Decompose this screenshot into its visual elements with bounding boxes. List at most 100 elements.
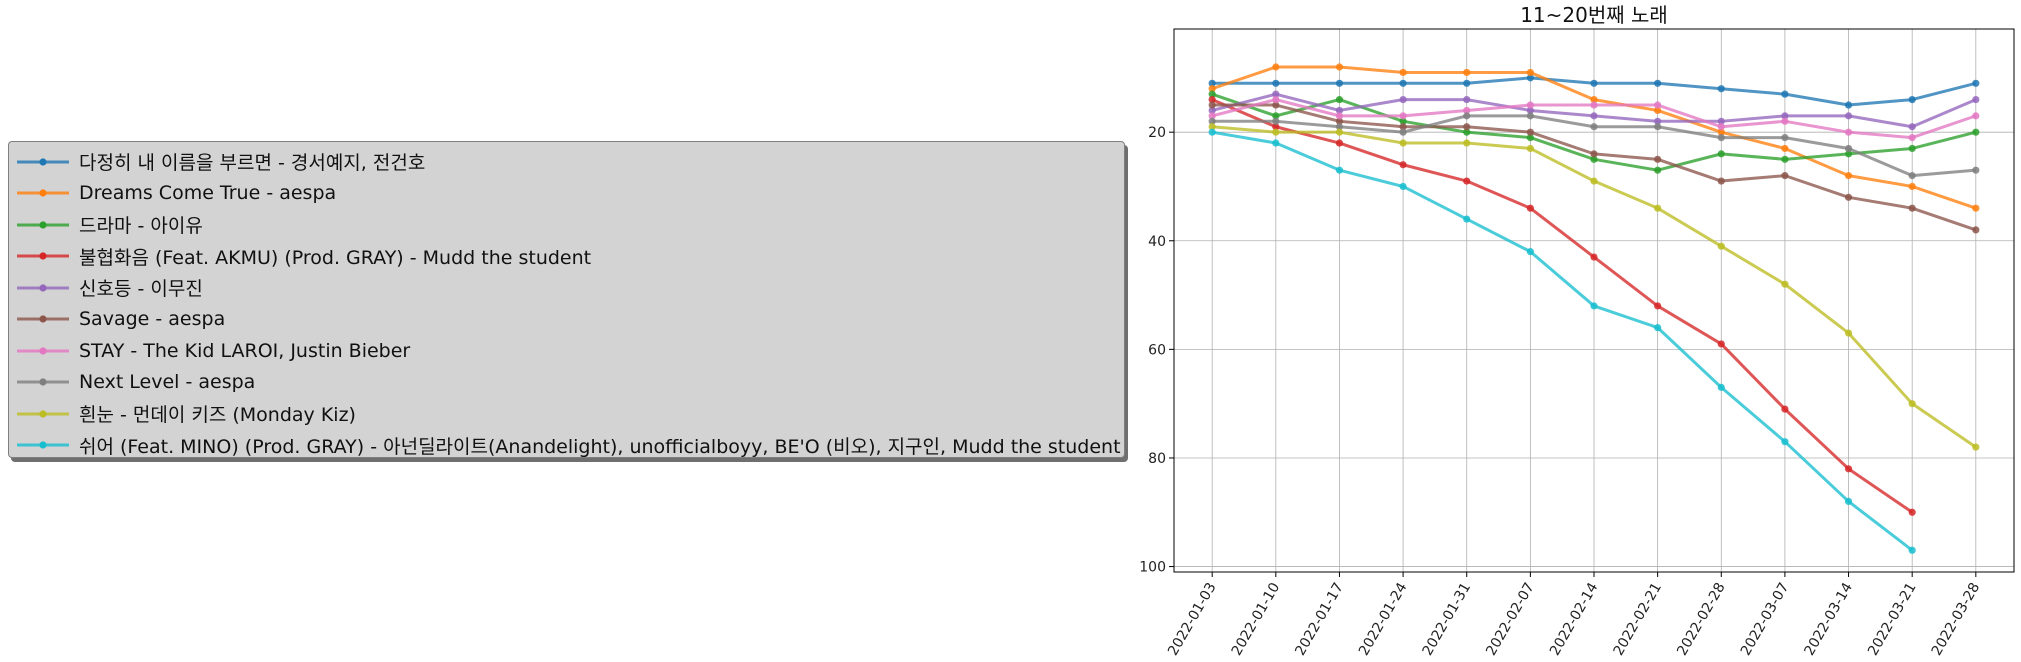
legend-label: Dreams Come True - aespa (79, 182, 337, 205)
x-tick-label: 2022-02-07 (1483, 580, 1538, 658)
series-4 (1208, 95, 1916, 516)
y-tick-label: 40 (1148, 234, 1166, 250)
data-point (1335, 63, 1344, 71)
legend-swatch (17, 378, 69, 386)
data-point (1844, 150, 1853, 158)
data-point (1399, 68, 1407, 77)
data-point (1463, 106, 1471, 115)
data-point (1781, 405, 1789, 413)
data-point (1335, 112, 1344, 120)
data-point (1781, 134, 1789, 142)
data-point (1717, 150, 1725, 158)
data-point (1844, 144, 1853, 153)
data-point (1590, 101, 1598, 109)
data-point (1590, 155, 1598, 163)
data-point (1844, 101, 1853, 109)
data-point (1399, 139, 1407, 147)
data-point (1717, 123, 1725, 131)
legend-item: 신호등 - 이무진 (9, 272, 1124, 304)
legend-item: 불협화음 (Feat. AKMU) (Prod. GRAY) - Mudd th… (9, 241, 1124, 273)
legend-swatch (17, 189, 69, 197)
data-point (1717, 383, 1725, 391)
x-tick-label: 2022-01-10 (1229, 580, 1284, 658)
data-point (1972, 128, 1980, 136)
data-point (1208, 79, 1216, 87)
data-point (1844, 465, 1853, 473)
legend-label: 흰눈 - 먼데이 키즈 (Monday Kiz) (79, 404, 356, 427)
data-point (1908, 204, 1916, 212)
data-point (1972, 226, 1980, 234)
data-point (1526, 101, 1534, 109)
x-tick-label: 2022-01-31 (1420, 580, 1475, 658)
legend-swatch (17, 315, 69, 323)
data-point (1781, 172, 1789, 180)
legend-item: Next Level - aespa (9, 367, 1124, 399)
legend-swatch (17, 441, 69, 449)
data-point (1717, 177, 1725, 185)
data-point (1654, 106, 1662, 115)
legend-label: 쉬어 (Feat. MINO) (Prod. GRAY) - 아넌딜라이트(An… (79, 435, 1121, 458)
data-point (1972, 112, 1980, 120)
data-point (1335, 117, 1344, 125)
data-point (1972, 166, 1980, 174)
data-point (1399, 79, 1407, 87)
data-point (1972, 79, 1980, 87)
data-point (1844, 112, 1853, 120)
series-line (1211, 98, 1914, 514)
data-point (1908, 144, 1916, 153)
data-point (1844, 329, 1853, 337)
data-point (1590, 95, 1598, 104)
data-point (1908, 400, 1916, 408)
series-10 (1208, 128, 1916, 554)
series-8 (1208, 112, 1980, 180)
data-point (1844, 193, 1853, 201)
data-point (1272, 79, 1280, 87)
legend-label: Next Level - aespa (79, 371, 256, 394)
series-5 (1208, 90, 1980, 131)
data-point (1526, 128, 1534, 136)
data-point (1590, 177, 1598, 185)
data-point (1590, 253, 1598, 261)
legend-swatch (17, 410, 69, 418)
y-tick-label: 20 (1148, 125, 1166, 141)
data-point (1717, 134, 1725, 142)
data-point (1654, 101, 1662, 109)
data-point (1844, 497, 1853, 506)
data-point (1654, 123, 1662, 131)
legend-swatch (17, 347, 69, 355)
data-point (1972, 95, 1980, 104)
data-point (1463, 177, 1471, 185)
data-point (1526, 68, 1534, 77)
data-point (1463, 128, 1471, 136)
data-point (1908, 134, 1916, 142)
data-point (1272, 63, 1280, 71)
data-point (1590, 112, 1598, 120)
data-point (1908, 508, 1916, 516)
data-point (1526, 112, 1534, 120)
series-9 (1208, 123, 1980, 451)
data-point (1844, 128, 1853, 136)
data-point (1208, 112, 1216, 120)
legend-label: STAY - The Kid LAROI, Justin Bieber (79, 339, 411, 362)
data-point (1399, 128, 1407, 136)
x-tick-label: 2022-01-03 (1165, 580, 1220, 658)
data-point (1590, 302, 1598, 310)
data-point (1272, 123, 1280, 131)
data-point (1654, 204, 1662, 212)
data-point (1208, 128, 1216, 136)
data-point (1399, 182, 1407, 191)
data-point (1781, 117, 1789, 125)
legend-item: Dreams Come True - aespa (9, 178, 1124, 210)
data-point (1717, 85, 1725, 93)
x-tick-label: 2022-01-24 (1356, 580, 1411, 659)
data-point (1463, 215, 1471, 223)
data-point (1526, 144, 1534, 153)
data-point (1526, 74, 1534, 82)
x-tick-label: 2022-03-07 (1738, 580, 1793, 658)
legend-item: STAY - The Kid LAROI, Justin Bieber (9, 335, 1124, 367)
data-point (1781, 112, 1789, 120)
data-point (1335, 139, 1344, 147)
legend-item: 쉬어 (Feat. MINO) (Prod. GRAY) - 아넌딜라이트(An… (9, 430, 1124, 462)
data-point (1208, 123, 1216, 131)
